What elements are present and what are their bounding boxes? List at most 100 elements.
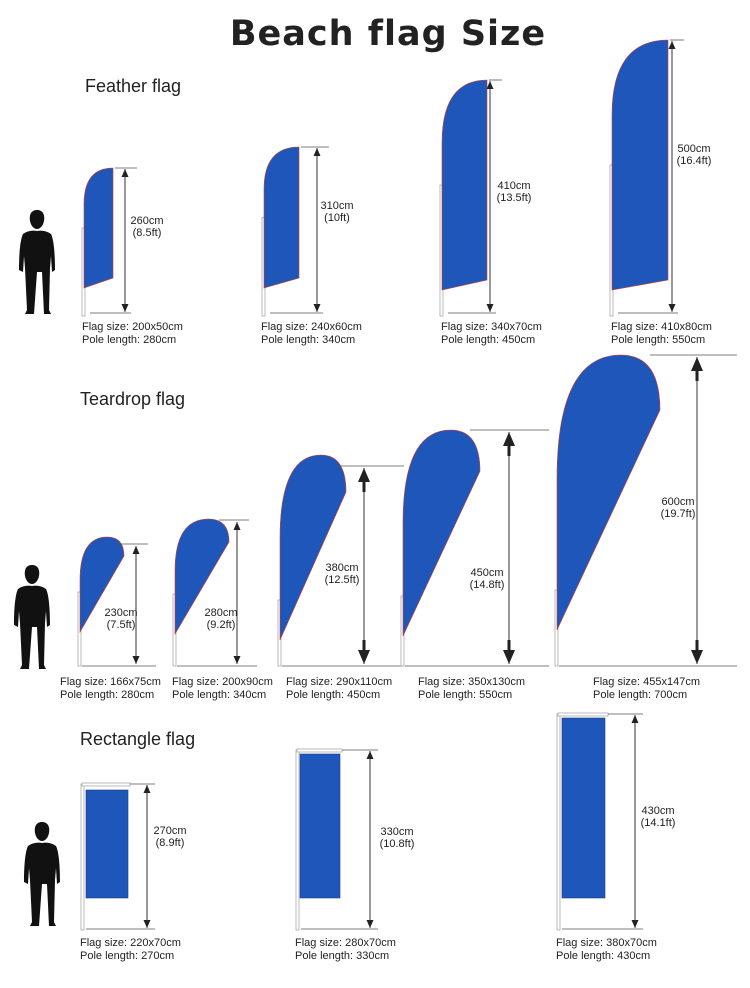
height-ft-label: (7.5ft) [106,619,136,631]
arrow-shaft [695,640,699,650]
arrow-shaft [362,482,366,492]
arrow-up-icon [143,785,151,793]
height-ft-label: (8.5ft) [132,227,162,239]
pole-length-caption: Pole length: 700cm [593,689,688,701]
height-cm-label: 410cm [497,180,531,192]
pole-length-caption: Pole length: 340cm [172,689,267,701]
flag-size-caption: Flag size: 380x70cm [556,937,657,949]
height-ft-label: (12.5ft) [324,574,360,586]
person-silhouette-icon [14,565,50,669]
height-ft-label: (9.2ft) [206,619,236,631]
arrow-down-icon [121,304,129,312]
flag-size-caption: Flag size: 200x50cm [82,321,183,333]
pole-length-caption: Pole length: 550cm [418,689,513,701]
flag-pole [295,749,300,931]
height-ft-label: (8.9ft) [155,837,185,849]
pole-length-caption: Pole length: 280cm [82,334,177,346]
flag-top-bar [296,748,343,753]
height-cm-label: 330cm [380,826,414,838]
flag-top-bar [557,712,609,717]
arrow-down-icon [313,304,321,312]
arrow-up-icon [121,169,129,177]
flag-size-caption: Flag size: 350x130cm [418,676,525,688]
height-cm-label: 270cm [153,825,187,837]
flag-size-caption: Flag size: 290x110cm [286,676,393,688]
arrow-up-icon [358,468,370,482]
height-cm-label: 500cm [677,143,711,155]
height-ft-label: (13.5ft) [496,192,532,204]
flag-pole [80,783,85,931]
height-ft-label: (14.8ft) [469,579,505,591]
height-cm-label: 450cm [470,567,504,579]
person-silhouette-icon [24,822,60,926]
teardrop-flag [402,429,481,637]
arrow-up-icon [233,522,241,530]
flag-size-caption: Flag size: 166x75cm [60,676,161,688]
teardrop-flag [556,354,661,631]
pole-length-caption: Pole length: 430cm [556,950,651,962]
flag-pole [556,713,561,931]
arrow-down-icon [503,650,515,664]
arrow-shaft [507,640,511,650]
teardrop-flag [279,454,347,641]
feather-flag [611,39,669,291]
arrow-up-icon [366,751,374,759]
arrow-up-icon [631,715,639,723]
height-cm-label: 310cm [320,200,354,212]
height-cm-label: 260cm [130,215,164,227]
teardrop-flag [79,536,125,634]
pole-length-caption: Pole length: 270cm [80,950,175,962]
pole-length-caption: Pole length: 330cm [295,950,390,962]
arrow-up-icon [503,432,515,446]
feather-flag [263,146,300,289]
height-cm-label: 380cm [325,562,359,574]
arrow-shaft [362,640,366,650]
section-heading: Feather flag [85,76,182,96]
section-heading: Rectangle flag [80,729,196,749]
arrow-down-icon [691,650,703,664]
flag-size-caption: Flag size: 240x60cm [261,321,362,333]
rectangle-flag [299,753,341,899]
flag-size-caption: Flag size: 410x80cm [611,321,712,333]
arrow-down-icon [631,920,639,928]
arrow-down-icon [143,920,151,928]
arrow-up-icon [132,546,140,554]
arrow-down-icon [233,656,241,664]
height-ft-label: (10.8ft) [379,838,415,850]
height-ft-label: (16.4ft) [676,155,712,167]
arrow-down-icon [132,656,140,664]
flag-top-bar [81,782,131,787]
height-ft-label: (19.7ft) [660,508,696,520]
height-cm-label: 230cm [104,607,138,619]
height-cm-label: 430cm [641,805,675,817]
arrow-up-icon [486,81,494,89]
height-cm-label: 600cm [661,496,695,508]
section-heading: Teardrop flag [80,389,186,409]
teardrop-flag [174,518,230,636]
arrow-shaft [507,446,511,456]
rectangle-flag [561,717,606,899]
pole-length-caption: Pole length: 450cm [441,334,536,346]
person-silhouette-icon [19,210,55,314]
pole-length-caption: Pole length: 550cm [611,334,706,346]
feather-flag [83,167,114,289]
arrow-down-icon [486,304,494,312]
arrow-up-icon [668,41,676,49]
rectangle-flag [85,789,129,899]
pole-length-caption: Pole length: 280cm [60,689,155,701]
flag-size-caption: Flag size: 220x70cm [80,937,181,949]
flag-size-caption: Flag size: 280x70cm [295,937,396,949]
height-cm-label: 280cm [204,607,238,619]
flag-size-caption: Flag size: 200x90cm [172,676,273,688]
arrow-up-icon [691,357,703,371]
pole-length-caption: Pole length: 340cm [261,334,356,346]
arrow-down-icon [668,304,676,312]
feather-flag [441,79,488,291]
arrow-down-icon [366,920,374,928]
arrow-down-icon [358,650,370,664]
pole-length-caption: Pole length: 450cm [286,689,381,701]
flag-size-caption: Flag size: 340x70cm [441,321,542,333]
height-ft-label: (14.1ft) [640,817,676,829]
